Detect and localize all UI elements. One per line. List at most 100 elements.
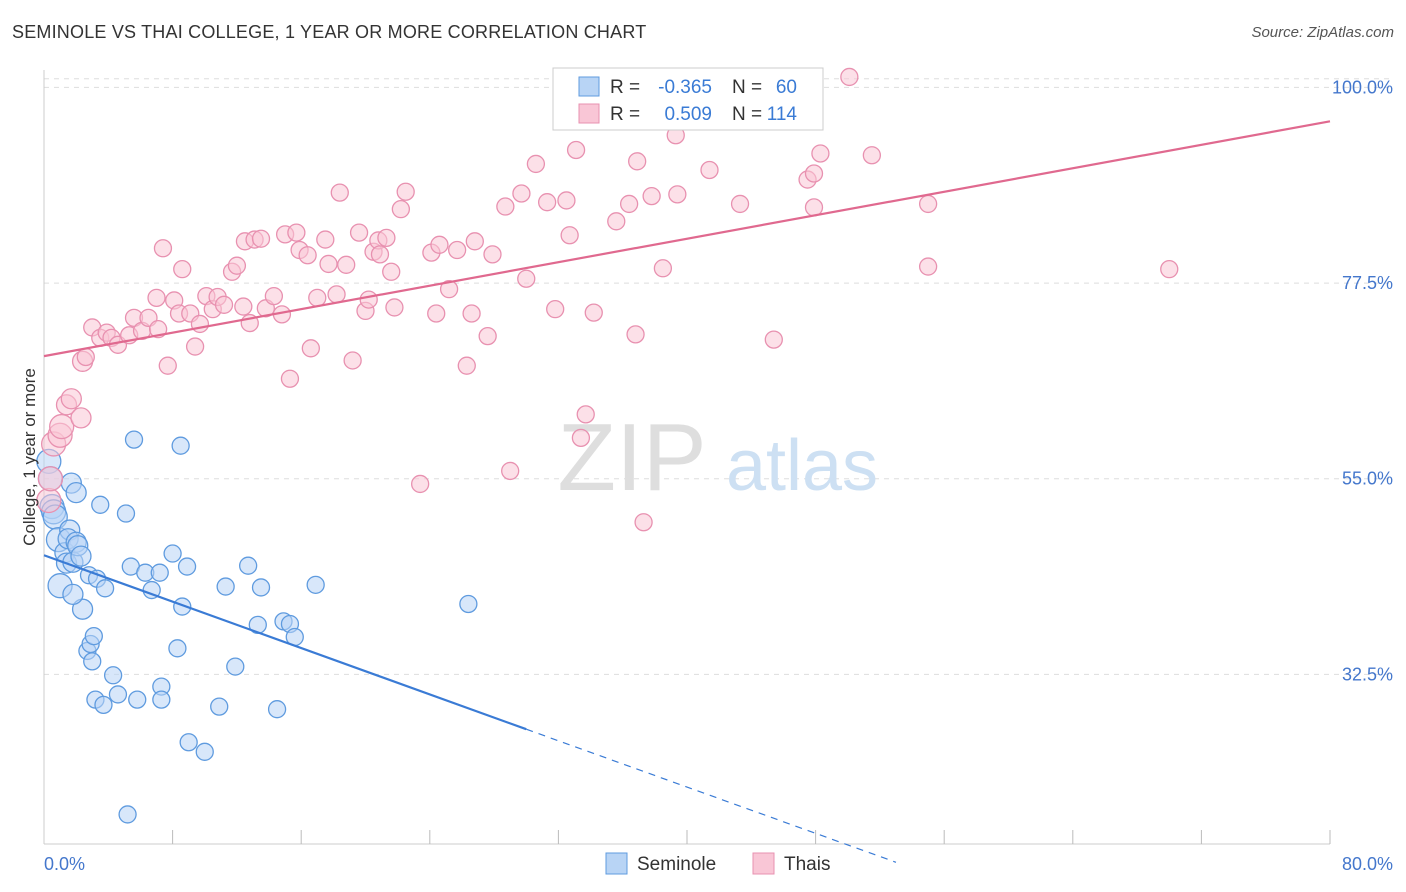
thais-point [1160, 260, 1179, 279]
y-tick-labels: 32.5% 55.0% 77.5% 100.0% [1332, 77, 1393, 684]
thais-point [391, 199, 411, 219]
thais-point [308, 288, 327, 308]
thais-point [60, 388, 82, 410]
seminole-point [306, 575, 325, 594]
seminole-point [84, 627, 103, 646]
seminole-point [62, 583, 84, 606]
legend-bottom-swatch-seminole [605, 852, 628, 875]
seminole-point [251, 578, 271, 597]
x-ticks [172, 830, 1331, 844]
thais-point [560, 226, 579, 245]
thais-point [227, 256, 247, 275]
seminole-point [65, 482, 87, 504]
thais-point [49, 413, 75, 440]
y-tick-label: 55.0% [1342, 469, 1393, 489]
thais-point [668, 185, 687, 204]
thais-point [377, 228, 396, 247]
thais-point [517, 269, 536, 288]
seminole-point [94, 695, 113, 715]
legend-bottom-label-thais: Thais [784, 854, 830, 875]
seminole-point [71, 598, 94, 620]
thais-point [70, 407, 92, 429]
chart-title: SEMINOLE VS THAI COLLEGE, 1 YEAR OR MORE… [12, 22, 647, 42]
thais-point [251, 229, 271, 248]
seminole-trend-extension [526, 728, 897, 863]
seminole-point [267, 700, 287, 719]
thais-point [385, 298, 404, 317]
thais-point [607, 212, 626, 231]
thais-point [619, 194, 639, 214]
legend-bottom: Seminole Thais [605, 852, 830, 875]
thais-point [557, 191, 576, 210]
seminole-point [216, 577, 235, 596]
thais-point [343, 351, 362, 370]
thais-point [457, 356, 476, 375]
y-tick-label: 100.0% [1332, 77, 1393, 97]
thais-point [447, 240, 467, 260]
thais-point [359, 290, 378, 309]
thais-point [327, 285, 346, 304]
legend-r-value: -0.365 [658, 77, 712, 98]
thais-point [566, 140, 586, 160]
seminole-point [459, 594, 478, 614]
seminole-point [171, 436, 190, 455]
thais-point [382, 262, 401, 281]
thais-point [653, 259, 673, 278]
thais-point [190, 314, 210, 334]
thais-point [584, 303, 603, 322]
seminole-point [70, 545, 92, 567]
thais-point [496, 197, 515, 216]
thais-point [730, 194, 750, 214]
thais-point [319, 254, 338, 274]
thais-point [700, 160, 719, 180]
trend-layer [43, 120, 1331, 863]
thais-point [840, 67, 859, 87]
seminole-point [179, 733, 198, 752]
thais-trend-line [43, 120, 1331, 358]
thais-point [537, 193, 557, 212]
thais-point [628, 152, 647, 171]
legend-n-label: N = [732, 104, 762, 125]
legend-n-value: 60 [776, 77, 797, 98]
legend-swatch-thais [578, 103, 600, 124]
thais-point [234, 297, 253, 316]
seminole-trend-line [43, 554, 527, 731]
y-axis-label: College, 1 year or more [20, 368, 39, 546]
seminole-point [195, 742, 214, 761]
legend-r-label: R = [610, 77, 640, 98]
thais-point [512, 184, 531, 203]
seminole-point [91, 495, 110, 514]
legend-bottom-label-seminole: Seminole [637, 854, 716, 875]
thais-point [918, 257, 938, 276]
thais-point [37, 466, 64, 492]
thais-point [576, 405, 595, 424]
thais-point [301, 339, 320, 358]
source-credit: Source: ZipAtlas.com [1251, 24, 1394, 41]
points-layer [36, 67, 1179, 824]
thais-point [147, 288, 166, 308]
thais-point [483, 245, 502, 264]
thais-point [349, 223, 369, 242]
y-tick-label: 77.5% [1342, 273, 1393, 293]
thais-point [36, 487, 62, 514]
seminole-point [116, 504, 136, 523]
thais-point [427, 304, 446, 323]
watermark-atlas: atlas [726, 426, 878, 506]
seminole-point [124, 430, 144, 449]
seminole-point [103, 666, 123, 685]
seminole-point [108, 685, 128, 704]
thais-point [626, 325, 645, 344]
seminole-point [168, 639, 187, 658]
legend-n-value: 114 [767, 104, 798, 125]
thais-point [214, 295, 234, 314]
thais-point [526, 154, 546, 174]
thais-point [478, 326, 497, 346]
seminole-point [118, 805, 137, 824]
legend-top: R = -0.365 N = 60 R = 0.509 N = 114 [552, 67, 824, 131]
thais-point [316, 230, 335, 249]
thais-point [804, 164, 824, 183]
thais-point [337, 255, 356, 274]
thais-point [918, 194, 938, 214]
seminole-point [152, 690, 171, 709]
